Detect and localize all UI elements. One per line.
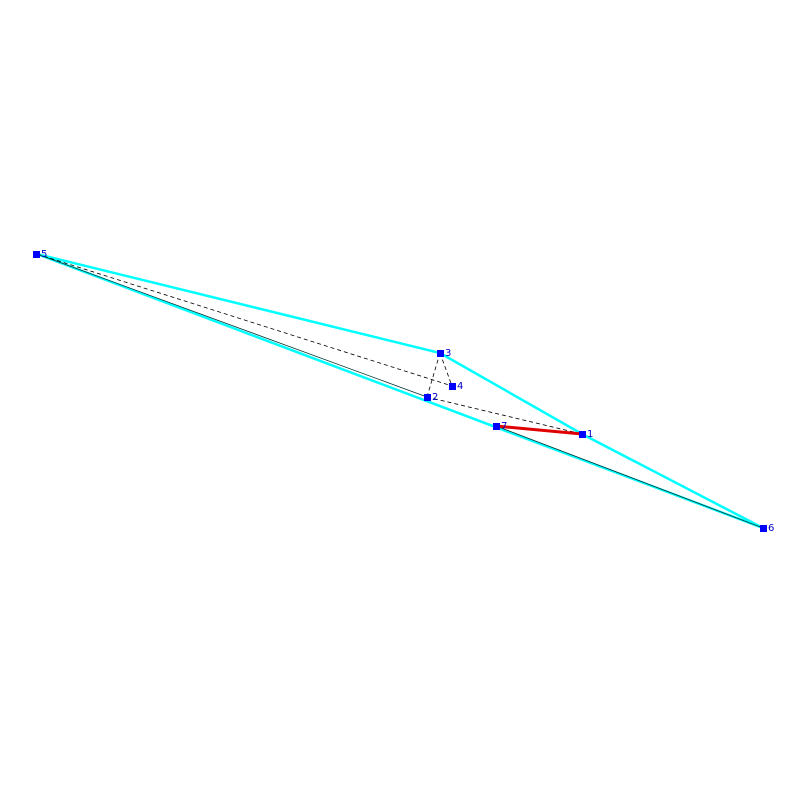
node-label: 5: [41, 249, 47, 260]
nodes: 1 2 3 4 5 6 7: [33, 249, 774, 534]
node: [493, 423, 500, 430]
dashed-edge: [426, 396, 583, 435]
node: [760, 525, 767, 532]
dashed-edge: [426, 352, 441, 398]
inner-edges: [36, 253, 764, 529]
node: [424, 394, 431, 401]
highlight-edge: [495, 424, 583, 436]
dashed-edges: [36, 253, 583, 435]
node: [579, 431, 586, 438]
node-label: 4: [457, 381, 463, 392]
hull: [36, 252, 764, 530]
node-label: 3: [445, 348, 451, 359]
dashed-edge: [36, 253, 453, 387]
node-label: 6: [768, 523, 774, 534]
edge: [495, 425, 764, 529]
node: [437, 350, 444, 357]
node-label: 7: [501, 421, 507, 432]
hull-edge: [36, 252, 764, 530]
edge: [36, 253, 428, 398]
node: [449, 383, 456, 390]
node-label: 2: [432, 392, 438, 403]
node-label: 1: [587, 429, 593, 440]
dashed-edge: [439, 352, 453, 387]
node: [33, 251, 40, 258]
